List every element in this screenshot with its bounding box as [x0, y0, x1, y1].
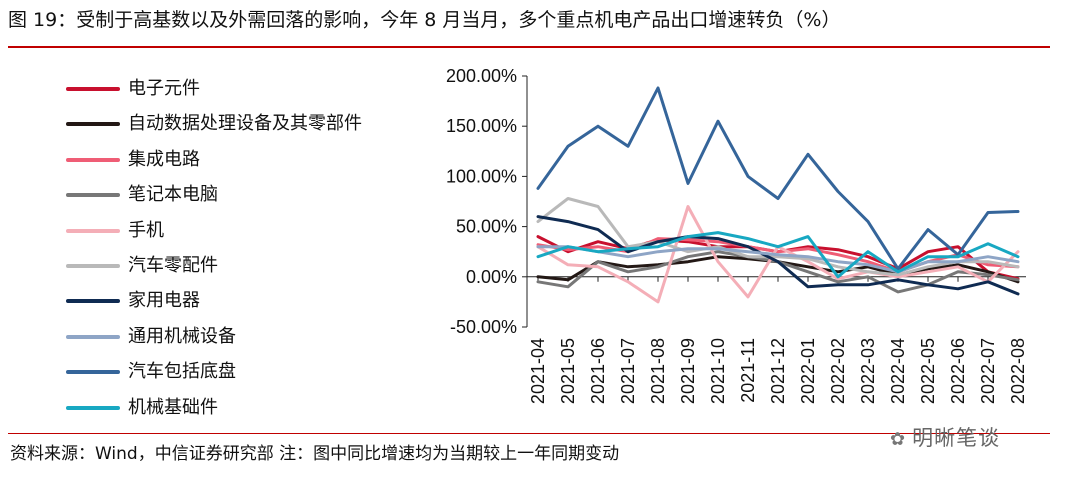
y-tick-label: 150.00% [446, 116, 517, 136]
legend-swatch [66, 122, 120, 127]
watermark: ✿ 明晰笔谈 [890, 424, 1000, 454]
x-tick-label: 2022-05 [918, 338, 938, 404]
legend-swatch [66, 87, 120, 91]
x-tick-label: 2021-06 [588, 338, 608, 404]
y-tick-label: 200.00% [446, 66, 517, 86]
x-tick-label: 2021-11 [738, 338, 758, 403]
legend-item: 集成电路 [66, 145, 200, 175]
x-tick-label: 2022-04 [888, 338, 908, 404]
series-line [536, 231, 1020, 279]
x-tick-label: 2021-04 [528, 338, 548, 404]
title-rule [8, 46, 1050, 48]
legend-label: 通用机械设备 [128, 325, 236, 347]
legend-label: 汽车零配件 [128, 255, 218, 276]
legend-item: 自动数据处理设备及其零部件 [66, 109, 362, 139]
legend-label: 集成电路 [128, 148, 200, 170]
legend-swatch [66, 370, 120, 375]
legend-label: 笔记本电脑 [128, 184, 218, 206]
x-tick-label: 2021-09 [678, 338, 698, 404]
y-tick-label: 100.00% [446, 166, 517, 186]
legend-item: 通用机械设备 [66, 322, 236, 352]
x-tick-label: 2021-12 [768, 338, 788, 404]
legend-item: 汽车包括底盘 [66, 357, 236, 387]
legend-label: 机械基础件 [128, 396, 218, 418]
legend-item: 家用电器 [66, 286, 200, 316]
x-tick-label: 2021-10 [708, 338, 728, 404]
x-tick-label: 2022-06 [948, 338, 968, 404]
series-line [536, 197, 1020, 277]
legend-label: 电子元件 [128, 78, 200, 99]
legend-item: 汽车零配件 [66, 251, 218, 281]
source-note: 资料来源：Wind，中信证券研究部 注：图中同比增速均为当期较上一年同期变动 [10, 444, 620, 464]
x-tick-label: 2021-07 [618, 338, 638, 404]
y-tick-label: 0.00% [466, 267, 517, 287]
x-tick-label: 2022-08 [1008, 338, 1028, 404]
x-tick-label: 2021-08 [648, 338, 668, 404]
legend-swatch [66, 299, 120, 304]
legend-swatch [66, 405, 120, 410]
legend-swatch [66, 264, 120, 268]
series-line [536, 215, 1020, 296]
legend-label: 汽车包括底盘 [128, 361, 236, 383]
legend-item: 笔记本电脑 [66, 180, 218, 210]
legend-swatch [66, 334, 120, 339]
series-line [536, 86, 1020, 271]
series-line [536, 245, 1020, 274]
legend-swatch [66, 228, 120, 233]
legend-label: 家用电器 [128, 290, 200, 312]
y-tick-label: -50.00% [450, 317, 517, 337]
y-tick-label: 50.00% [456, 217, 517, 237]
legend-label: 手机 [128, 219, 164, 241]
legend-item: 机械基础件 [66, 393, 218, 423]
watermark-text: 明晰笔谈 [912, 426, 1001, 450]
legend-swatch [66, 193, 120, 198]
figure-title: 图 19：受制于高基数以及外需回落的影响，今年 8 月当月，多个重点机电产品出口… [8, 9, 841, 31]
x-tick-label: 2022-01 [798, 338, 818, 404]
x-tick-label: 2022-07 [978, 338, 998, 404]
source-rule [8, 433, 1050, 434]
legend-item: 电子元件 [66, 74, 200, 104]
x-tick-label: 2021-05 [558, 338, 578, 404]
legend-swatch [66, 157, 120, 162]
x-tick-label: 2022-03 [858, 338, 878, 404]
x-tick-label: 2022-02 [828, 338, 848, 404]
wechat-icon: ✿ [890, 429, 907, 450]
legend-item: 手机 [66, 216, 164, 246]
legend-label: 自动数据处理设备及其零部件 [128, 113, 362, 135]
